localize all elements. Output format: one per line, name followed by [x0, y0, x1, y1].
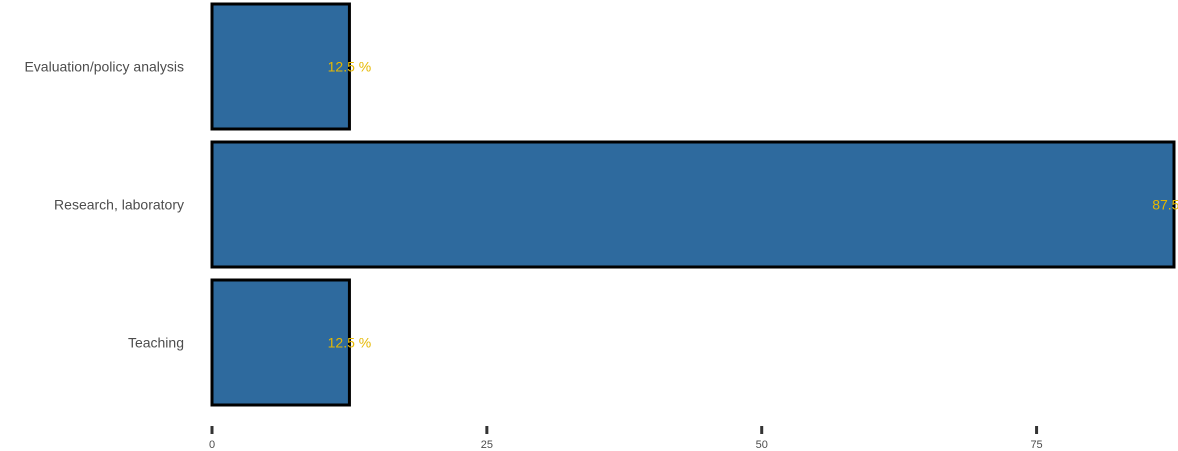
x-tick-label-3: 75 — [1030, 439, 1042, 451]
category-label-1: Research, laboratory — [54, 197, 184, 213]
x-axis: 0 25 50 75 — [209, 426, 1043, 451]
category-label-2: Teaching — [128, 335, 184, 351]
category-labels-layer: Evaluation/policy analysis Research, labo… — [24, 59, 184, 351]
data-labels-layer: 12.5 % 87.5 % 12.5 % — [328, 59, 1178, 351]
data-label-2: 12.5 % — [328, 335, 372, 351]
x-tick-label-0: 0 — [209, 439, 215, 451]
bar-2 — [210, 278, 351, 407]
data-label-0: 12.5 % — [328, 59, 372, 75]
bar-1 — [210, 140, 1176, 269]
bar-0 — [210, 2, 351, 131]
data-label-1: 87.5 % — [1152, 197, 1178, 213]
x-tick-label-2: 50 — [756, 439, 768, 451]
x-tick-label-1: 25 — [481, 439, 493, 451]
bars-layer — [210, 2, 1176, 407]
category-label-0: Evaluation/policy analysis — [24, 59, 184, 75]
